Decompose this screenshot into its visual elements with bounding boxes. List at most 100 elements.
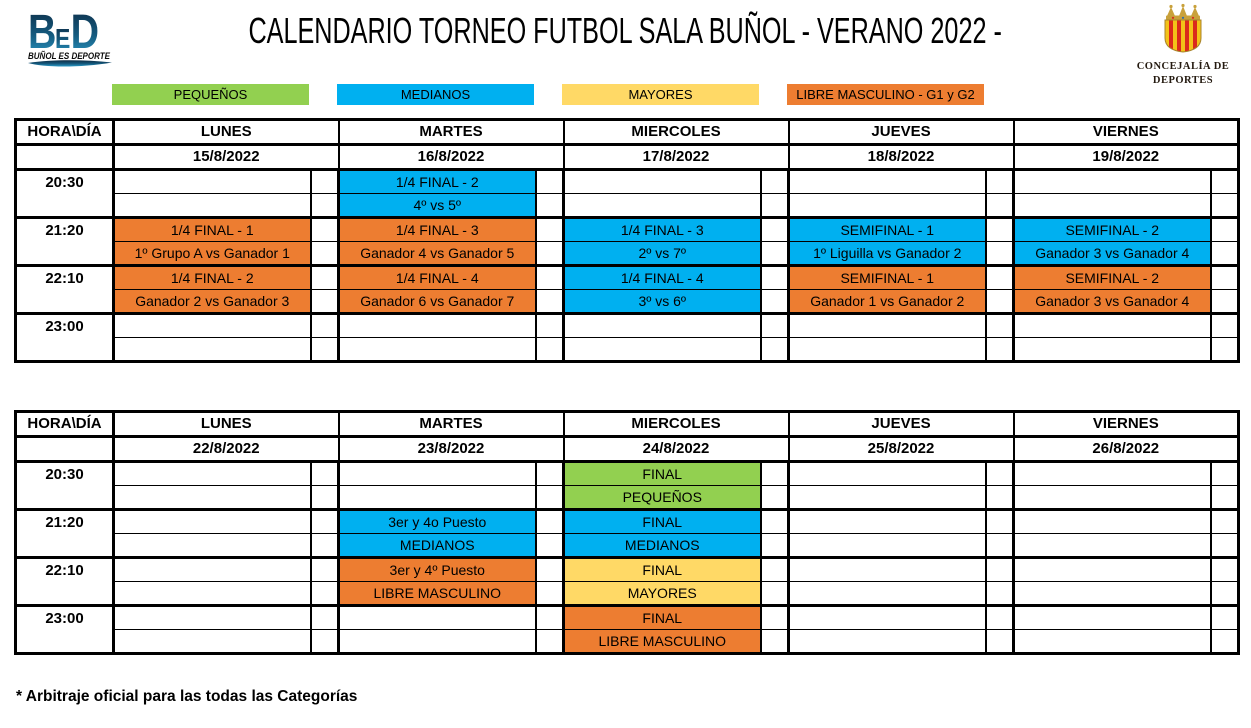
legend-item: LIBRE MASCULINO - G1 y G2 — [787, 84, 984, 105]
empty-cell — [337, 460, 537, 486]
spacer-cell — [1209, 312, 1241, 338]
legend-spacer — [14, 84, 112, 105]
spacer-cell — [534, 312, 565, 338]
empty-cell — [787, 604, 987, 630]
match-title-cell: 1/4 FINAL - 3 — [562, 216, 762, 242]
day-header-cell: VIERNES — [1012, 118, 1240, 146]
spacer-cell — [759, 508, 790, 534]
spacer-cell — [309, 556, 340, 582]
spacer-cell — [1209, 533, 1241, 559]
empty-cell — [1012, 312, 1212, 338]
spacer-cell — [1209, 629, 1241, 655]
spacer-cell — [309, 337, 340, 363]
category-legend: PEQUEÑOS MEDIANOS MAYORES LIBRE MASCULINO -… — [14, 84, 1251, 105]
match-subtitle-cell: LIBRE MASCULINO — [562, 629, 762, 655]
day-header-cell: MARTES — [337, 118, 565, 146]
time-cell: 22:10 — [14, 264, 115, 314]
legend-label: MAYORES — [628, 87, 693, 102]
empty-cell — [787, 629, 987, 655]
empty-cell — [337, 604, 537, 630]
spacer-cell — [759, 193, 790, 219]
empty-cell — [562, 312, 762, 338]
time-cell: 23:00 — [14, 604, 115, 654]
empty-cell — [787, 312, 987, 338]
match-title-cell: SEMIFINAL - 1 — [787, 216, 987, 242]
date-header-cell: 18/8/2022 — [787, 143, 1015, 171]
spacer-cell — [534, 508, 565, 534]
match-title-cell: 1/4 FINAL - 1 — [112, 216, 312, 242]
empty-cell — [787, 485, 987, 511]
spacer-cell — [984, 264, 1016, 290]
empty-cell — [787, 533, 987, 559]
empty-cell — [1012, 604, 1212, 630]
day-header-cell: VIERNES — [1012, 410, 1240, 438]
empty-cell — [1012, 168, 1212, 194]
spacer-cell — [759, 485, 790, 511]
match-title-cell: 1/4 FINAL - 4 — [562, 264, 762, 290]
empty-cell — [337, 337, 537, 363]
concejalia-label-line1: CONCEJALÍA DE — [1136, 61, 1230, 72]
time-cell: 22:10 — [14, 556, 115, 606]
legend-label: LIBRE MASCULINO - G1 y G2 — [796, 87, 975, 102]
spacer-cell — [1209, 604, 1241, 630]
legend-label: PEQUEÑOS — [173, 87, 248, 102]
spacer-cell — [534, 460, 565, 486]
match-title-cell: FINAL — [562, 460, 762, 486]
schedule-week2: HORA\DÍA LUNES MARTES MIERCOLES JUEVES VIERNE… — [0, 410, 1251, 655]
empty-cell — [112, 629, 312, 655]
spacer-cell — [534, 533, 565, 559]
date-header-cell: 26/8/2022 — [1012, 435, 1240, 463]
spacer-cell — [984, 556, 1016, 582]
empty-cell — [112, 508, 312, 534]
empty-cell — [1012, 629, 1212, 655]
spacer-cell — [984, 629, 1016, 655]
spacer-cell — [759, 460, 790, 486]
bed-swoosh — [28, 60, 112, 67]
empty-cell — [1012, 460, 1212, 486]
spacer-cell — [1209, 581, 1241, 607]
date-header-cell: 25/8/2022 — [787, 435, 1015, 463]
spacer-cell — [309, 289, 340, 315]
empty-cell — [1012, 193, 1212, 219]
bed-letter-b: B — [28, 5, 56, 59]
day-header-cell: MIERCOLES — [562, 118, 790, 146]
empty-cell — [337, 629, 537, 655]
legend-item: MAYORES — [562, 84, 759, 105]
empty-cell — [1012, 581, 1212, 607]
spacer-cell — [534, 629, 565, 655]
spacer-cell — [984, 241, 1016, 267]
spacer-cell — [1209, 193, 1241, 219]
spacer-cell — [534, 264, 565, 290]
match-subtitle-cell: Ganador 3 vs Ganador 4 — [1012, 289, 1212, 315]
empty-cell — [1012, 337, 1212, 363]
match-subtitle-cell: 1º Liguilla vs Ganador 2 — [787, 241, 987, 267]
date-header-cell: 23/8/2022 — [337, 435, 565, 463]
date-header-cell: 17/8/2022 — [562, 143, 790, 171]
spacer-cell — [1209, 216, 1241, 242]
corner-cell: HORA\DÍA — [14, 410, 115, 438]
spacer-cell — [309, 485, 340, 511]
concejalia-label-line2: DEPORTES — [1152, 74, 1214, 86]
empty-cell — [112, 604, 312, 630]
date-header-cell: 19/8/2022 — [1012, 143, 1240, 171]
spacer-cell — [759, 604, 790, 630]
empty-cell — [112, 533, 312, 559]
spacer-cell — [1209, 508, 1241, 534]
match-subtitle-cell: Ganador 4 vs Ganador 5 — [337, 241, 537, 267]
spacer-cell — [759, 289, 790, 315]
empty-cell — [337, 312, 537, 338]
spacer-cell — [1209, 485, 1241, 511]
match-subtitle-cell: 3º vs 6º — [562, 289, 762, 315]
spacer-cell — [1209, 241, 1241, 267]
match-subtitle-cell: PEQUEÑOS — [562, 485, 762, 511]
match-title-cell: 1/4 FINAL - 2 — [112, 264, 312, 290]
spacer-cell — [759, 556, 790, 582]
spacer-cell — [534, 193, 565, 219]
schedule-week1: HORA\DÍA LUNES MARTES MIERCOLES JUEVES VIERNE… — [0, 118, 1251, 363]
coat-of-arms-icon — [1164, 3, 1202, 53]
match-subtitle-cell: MAYORES — [562, 581, 762, 607]
spacer-cell — [1209, 556, 1241, 582]
date-header-cell: 22/8/2022 — [112, 435, 340, 463]
bed-logo-icon: B E D BUÑOL ES DEPORTE — [28, 5, 112, 67]
spacer-cell — [1209, 264, 1241, 290]
